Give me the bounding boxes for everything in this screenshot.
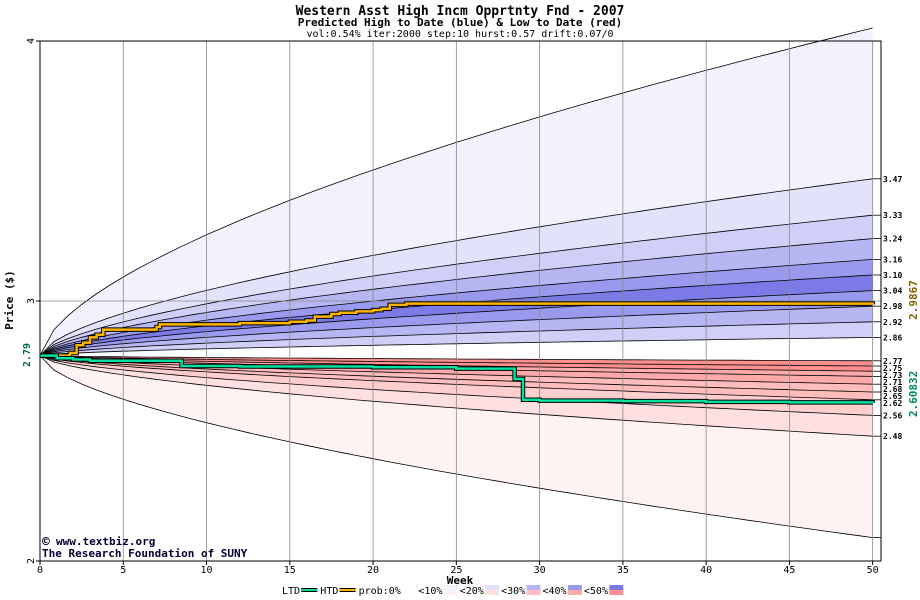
ltd-final-label: 2.60832 — [907, 371, 920, 417]
x-tick-label: 50 — [867, 565, 879, 576]
percentile-end-label: 2.68 — [883, 385, 902, 394]
axes: 0 5 10 15 20 25 30 35 40 45 50 2 3 4 — [26, 38, 882, 576]
red-band — [40, 355, 873, 400]
credit-block: © www.textbiz.org The Research Foundatio… — [42, 535, 248, 560]
legend-label-p10: <10% — [418, 586, 442, 597]
x-tick-label: 45 — [783, 565, 795, 576]
legend-label-ltd: LTD — [282, 586, 300, 597]
legend-label-p50: <50% — [584, 586, 608, 597]
percentile-end-label: 2.92 — [883, 318, 902, 327]
percentile-end-label: 2.86 — [883, 333, 902, 342]
series-lines — [40, 301, 875, 405]
legend-label-p20: <20% — [460, 586, 484, 597]
start-price-label: 2.79 — [22, 343, 33, 367]
legend-swatch-red-p50 — [609, 590, 624, 595]
blue-band — [40, 275, 873, 356]
htd-final-label: 2.9867 — [907, 280, 920, 320]
x-tick-label: 5 — [120, 565, 126, 576]
percentile-end-label: 3.10 — [883, 271, 902, 280]
x-tick-label: 40 — [700, 565, 712, 576]
legend-swatch-red-p30 — [526, 590, 541, 595]
simulation-params: vol:0.54% iter:2000 step:10 hurst:0.57 d… — [306, 29, 613, 40]
percentile-end-label: 2.62 — [883, 399, 902, 408]
y-tick-label: 3 — [26, 298, 37, 304]
legend-swatch-blue-p40 — [567, 585, 582, 590]
y-axis-title: Price ($) — [3, 270, 16, 330]
blue-band — [40, 215, 873, 356]
x-tick-label: 30 — [534, 565, 546, 576]
red-band — [40, 355, 873, 392]
chart-title: Western Asst High Incm Opprtnty Fnd - 20… — [296, 4, 625, 19]
percentile-end-label: 2.75 — [883, 364, 902, 373]
percentile-end-label: 3.04 — [883, 287, 902, 296]
legend-swatch-red-p10 — [443, 590, 458, 595]
x-tick-label: 0 — [37, 565, 43, 576]
x-tick-label: 25 — [450, 565, 462, 576]
x-tick-label: 35 — [617, 565, 629, 576]
legend-swatch-prob — [402, 585, 417, 595]
x-axis-title: Week — [447, 574, 474, 587]
percentile-end-label: 2.73 — [883, 371, 902, 380]
y-tick-label: 2 — [26, 558, 37, 564]
legend-swatch-blue-p30 — [526, 585, 541, 590]
series-line-htd — [40, 302, 874, 357]
percentile-end-label: 3.47 — [883, 175, 902, 184]
legend-swatch-red-p40 — [567, 590, 582, 595]
x-tick-label: 10 — [201, 565, 213, 576]
legend-swatch-blue-p20 — [485, 585, 500, 590]
percentile-end-labels: 3.47 3.33 3.24 3.16 3.10 3.04 2.98 2.92 2.86 2.77… — [883, 175, 902, 441]
legend-swatch-blue-p50 — [609, 585, 624, 590]
percentile-end-label: 2.71 — [883, 378, 902, 387]
percentile-end-label: 2.77 — [883, 357, 902, 366]
series-line-ltd — [40, 354, 874, 404]
percentile-end-label: 3.33 — [883, 211, 902, 220]
legend-swatch-red-p20 — [485, 590, 500, 595]
blue-band — [40, 238, 873, 356]
blue-band — [40, 178, 873, 356]
legend-label-prob: prob:0% — [359, 586, 401, 597]
percentile-end-label: 3.16 — [883, 255, 902, 264]
legend-label-p40: <40% — [543, 586, 567, 597]
x-tick-label: 20 — [367, 565, 379, 576]
credit-site: www.textbiz.org — [56, 535, 155, 548]
percentile-end-label: 2.65 — [883, 392, 902, 401]
percentile-end-label: 2.56 — [883, 411, 902, 420]
y-tick-label: 4 — [26, 38, 37, 44]
blue-band — [40, 259, 873, 356]
copyright-icon: © — [42, 535, 50, 550]
legend: LTD HTD prob:0% <10% <20% <30% <40% <50% — [282, 585, 624, 597]
legend-swatch-blue-p10 — [443, 585, 458, 590]
percentile-end-label: 2.98 — [883, 302, 902, 311]
chart-subtitle: Predicted High to Date (blue) & Low to D… — [298, 16, 623, 29]
x-tick-label: 15 — [284, 565, 296, 576]
percentile-end-label: 3.24 — [883, 235, 902, 244]
percentile-end-label: 2.48 — [883, 432, 902, 441]
legend-label-htd: HTD — [320, 586, 338, 597]
legend-label-p30: <30% — [501, 586, 525, 597]
credit-org: The Research Foundation of SUNY — [42, 547, 248, 560]
